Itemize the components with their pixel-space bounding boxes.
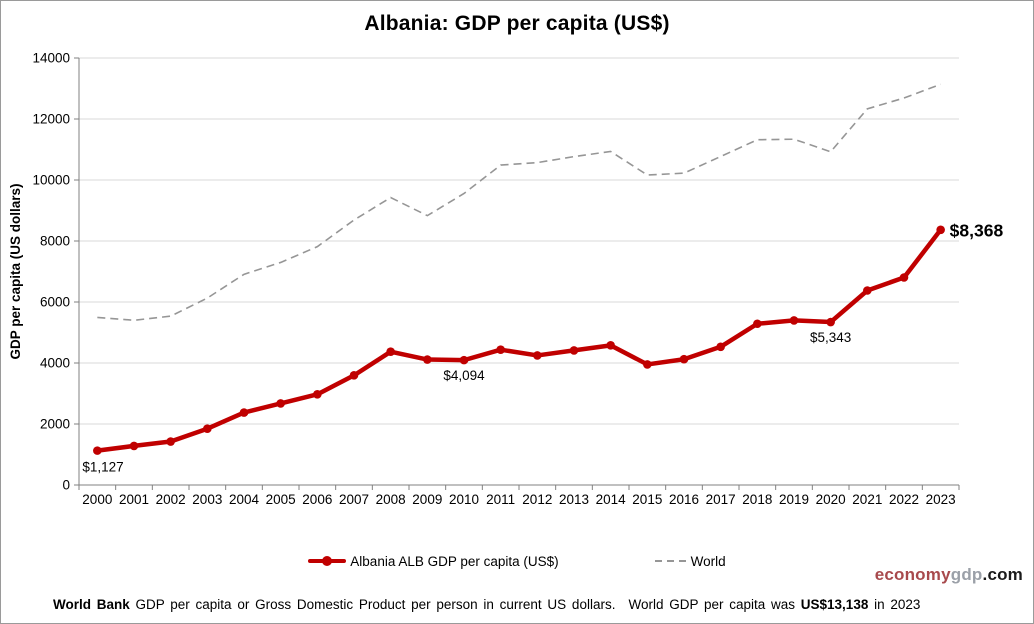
albania-marker <box>569 346 579 355</box>
brand-com: .com <box>982 565 1023 584</box>
x-tick-label: 2003 <box>192 492 222 507</box>
annotation-2010: $4,094 <box>443 368 485 383</box>
brand-economy: economy <box>874 565 951 584</box>
albania-marker <box>129 441 139 451</box>
x-tick-label: 2015 <box>632 492 662 507</box>
x-tick-label: 2012 <box>522 492 552 507</box>
albania-marker <box>863 286 872 295</box>
source-note: World Bank GDP per capita or Gross Domes… <box>53 597 920 612</box>
x-tick-label: 2013 <box>559 492 589 507</box>
annotation-2000: $1,127 <box>82 460 123 475</box>
y-tick-label: 10000 <box>32 173 70 188</box>
x-tick-label: 2005 <box>266 492 296 507</box>
x-tick-label: 2022 <box>889 492 919 507</box>
x-tick-label: 2014 <box>596 492 627 507</box>
x-tick-label: 2001 <box>119 492 149 507</box>
x-tick-label: 2007 <box>339 492 369 507</box>
chart-legend: Albania ALB GDP per capita (US$) World <box>1 551 1033 571</box>
albania-line-swatch-icon <box>308 556 347 566</box>
albania-marker <box>349 371 359 380</box>
albania-marker <box>753 319 762 329</box>
legend-item-world: World <box>654 553 726 569</box>
source-name: World Bank <box>53 597 130 612</box>
albania-marker <box>239 408 249 417</box>
x-tick-label: 2002 <box>156 492 186 507</box>
chart-plot-area: 0 2000 4000 6000 8000 10000 12000 14000 2000 2001… <box>8 51 1004 508</box>
x-tick-label: 2021 <box>852 492 882 507</box>
albania-marker <box>533 351 542 360</box>
brand-logo[interactable]: economygdp.com <box>875 565 1023 585</box>
y-tick-label: 6000 <box>40 295 70 310</box>
albania-marker <box>716 342 725 352</box>
source-text: GDP per capita or Gross Domestic Product… <box>129 597 616 612</box>
world-value: US$13,138 <box>800 597 869 612</box>
x-tick-label: 2009 <box>412 492 442 507</box>
albania-marker <box>386 347 395 356</box>
y-tick-label: 0 <box>62 478 70 493</box>
x-tick-label: 2016 <box>669 492 699 507</box>
x-tick-label: 2011 <box>486 492 515 507</box>
albania-marker <box>459 355 469 365</box>
world-dashed-swatch-icon <box>654 560 687 562</box>
albania-marker <box>166 437 175 446</box>
y-tick-label: 2000 <box>40 417 70 432</box>
y-tick-label: 4000 <box>40 356 70 371</box>
x-tick-label: 2008 <box>376 492 406 507</box>
y-tick-label: 8000 <box>40 234 70 249</box>
x-tick-label: 2020 <box>816 492 846 507</box>
albania-marker <box>789 316 799 325</box>
x-tick-label: 2019 <box>779 492 809 507</box>
x-tick-label: 2006 <box>302 492 332 507</box>
albania-line <box>95 227 943 453</box>
x-tick-label: 2004 <box>229 492 260 507</box>
x-tick-label: 2000 <box>82 492 112 507</box>
world-note-suffix: in 2023 <box>868 597 921 612</box>
y-tick-label: 14000 <box>32 51 70 66</box>
albania-marker <box>203 424 212 433</box>
annotation-2023: $8,368 <box>950 220 1004 240</box>
x-tick-label: 2023 <box>926 492 956 507</box>
legend-label-world: World <box>690 553 726 569</box>
x-tick-label: 2010 <box>449 492 479 507</box>
x-tick-label: 2018 <box>742 492 772 507</box>
albania-marker <box>643 360 652 369</box>
brand-gdp: gdp <box>950 565 983 584</box>
albania-marker <box>496 345 505 354</box>
albania-marker <box>606 341 615 350</box>
legend-label-albania: Albania ALB GDP per capita (US$) <box>350 553 559 569</box>
albania-marker <box>93 446 102 455</box>
albania-marker <box>826 317 835 327</box>
albania-marker <box>936 225 945 235</box>
albania-marker <box>679 354 689 364</box>
albania-marker <box>899 273 909 282</box>
world-note-text: World GDP per capita was <box>628 597 801 612</box>
y-axis-title: GDP per capita (US dollars) <box>8 183 23 359</box>
albania-marker <box>276 399 285 408</box>
x-tick-label: 2017 <box>706 492 736 507</box>
chart-title: Albania: GDP per capita (US$) <box>364 12 670 35</box>
albania-marker <box>313 390 322 399</box>
y-tick-label: 12000 <box>32 112 70 127</box>
albania-marker <box>423 355 432 364</box>
legend-item-albania: Albania ALB GDP per capita (US$) <box>308 553 559 569</box>
world-line <box>97 83 941 322</box>
annotation-2020: $5,343 <box>810 330 851 345</box>
